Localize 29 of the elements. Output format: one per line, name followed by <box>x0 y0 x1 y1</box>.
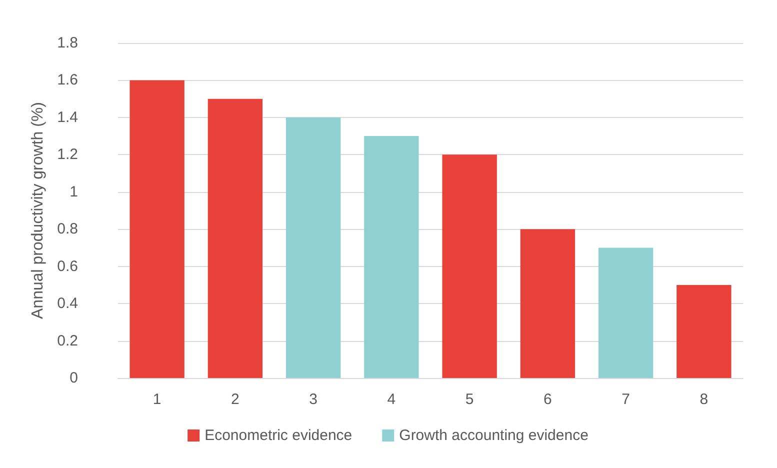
y-tick-label: 0.8 <box>57 220 78 238</box>
y-tick-label: 0 <box>70 370 78 386</box>
y-tick-label: 0.4 <box>57 295 78 312</box>
bar <box>442 154 497 378</box>
bar <box>520 229 576 378</box>
legend-label: Econometric evidence <box>204 427 352 444</box>
bar <box>598 248 654 378</box>
x-tick-label: 7 <box>622 391 630 408</box>
y-tick-label: 1.2 <box>57 146 78 164</box>
y-tick-label: 1.8 <box>57 34 78 52</box>
x-tick-label: 2 <box>231 391 240 408</box>
bar <box>364 136 419 378</box>
bar <box>130 80 184 378</box>
x-tick-label: 8 <box>700 391 708 408</box>
x-tick-label: 3 <box>309 391 318 408</box>
y-tick-label: 0.2 <box>57 332 78 350</box>
bar <box>676 284 732 378</box>
y-tick-label: 0.6 <box>57 258 78 275</box>
x-tick-label: 4 <box>387 391 396 408</box>
x-tick-label: 5 <box>465 391 474 408</box>
x-tick-label: 6 <box>544 391 552 408</box>
x-tick-label: 1 <box>152 391 162 408</box>
y-tick-label: 1 <box>70 183 78 200</box>
legend-label: Growth accounting evidence <box>399 427 588 444</box>
y-tick-label: 1.6 <box>57 72 78 89</box>
bar <box>208 98 263 378</box>
bar <box>286 117 341 378</box>
y-axis-title: Annual productivity growth (%) <box>30 102 47 319</box>
y-tick-label: 1.4 <box>57 108 78 126</box>
